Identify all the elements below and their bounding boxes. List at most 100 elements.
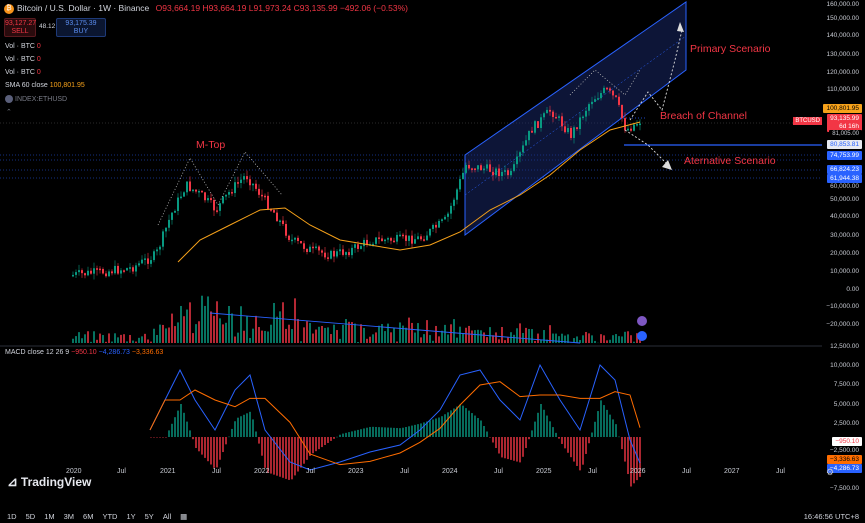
histogram-bar [159,437,161,438]
histogram-bar [594,421,596,437]
candle [378,237,380,239]
indicator-eth[interactable]: INDEX:ETHUSD [5,95,67,103]
candle [204,192,206,201]
volume-bar [168,327,170,343]
volume-bar [462,333,464,343]
candle [522,145,524,153]
candle [159,246,161,250]
histogram-bar [633,437,635,484]
volume-bar [309,322,311,343]
volume-bar [585,331,587,343]
candle [138,263,140,266]
indicator-sma[interactable]: SMA 60 close 100,801.95 [5,82,85,89]
histogram-bar [396,428,398,437]
candle [144,258,146,260]
candle [279,220,281,223]
timeframe-ytd[interactable]: YTD [102,512,118,521]
timeframe-1d[interactable]: 1D [7,512,17,521]
volume-bar [456,337,458,343]
timeframe-1y[interactable]: 1Y [126,512,136,521]
candle [552,111,554,117]
volume-bar [630,335,632,343]
histogram-bar [525,437,527,448]
timeframe-5y[interactable]: 5Y [144,512,154,521]
indicator-vol-1[interactable]: Vol · BTC 0 [5,43,41,50]
timeframe-1m[interactable]: 1M [44,512,55,521]
macd-box-3: −3,336.63 [826,455,862,464]
candle [135,265,137,272]
timeframe-6m[interactable]: 6M [83,512,94,521]
candle [351,247,353,256]
histogram-bar [420,423,422,437]
candle [519,152,521,157]
volume-bar [492,335,494,343]
histogram-bar [198,437,200,452]
candle [333,250,335,257]
histogram-bar [432,419,434,437]
tradingview-logo[interactable]: ⊿ TradingView [7,474,92,489]
histogram-bar [561,437,563,444]
candle [348,252,350,256]
candle [246,176,248,180]
candle [597,98,599,100]
candle [504,170,506,172]
histogram-bar [366,427,368,437]
histogram-bar [162,437,164,438]
candle [183,192,185,197]
volume-bar [633,341,635,343]
candle [114,265,116,274]
volume-bar [582,335,584,343]
price-tick: 0.00 [846,286,859,293]
time-tick: 2024 [442,468,458,475]
buy-button[interactable]: 93,175.39 BUY [56,18,106,37]
candle [462,172,464,180]
price-tick: 130,000.00 [826,51,859,58]
date-range-icon[interactable]: ▦ [180,512,188,521]
histogram-bar [345,432,347,437]
histogram-bar [150,437,152,438]
indicator-vol-3[interactable]: Vol · BTC 0 [5,69,41,76]
volume-bar [519,323,521,343]
utc-clock[interactable]: 16:46:56 UTC+8 [803,512,859,521]
volume-bar [534,340,536,343]
candle [111,271,113,274]
histogram-bar [342,433,344,437]
volume-bar [540,339,542,343]
symbol-title[interactable]: Bitcoin / U.S. Dollar · 1W · Binance [17,3,150,13]
collapse-indicators-icon[interactable]: ⌃ [6,109,12,116]
volume-bar [327,327,329,343]
histogram-bar [450,410,452,437]
price-tick: 160,000.00 [826,1,859,8]
histogram-bar [243,414,245,437]
volume-bar [249,338,251,343]
price-tick: 30,000.00 [830,232,859,239]
candle [414,239,416,244]
macd-tick: −2,500.00 [829,447,859,454]
volume-bar [486,337,488,343]
settings-gear-icon[interactable]: ⚙ [826,467,835,477]
candle [387,238,389,240]
histogram-bar [591,432,593,437]
indicator-vol-2[interactable]: Vol · BTC 0 [5,56,41,63]
timeframe-all[interactable]: All [162,512,172,521]
histogram-bar [168,430,170,437]
histogram-bar [519,437,521,463]
histogram-bar [219,437,221,460]
candle [255,183,257,189]
histogram-bar [264,437,266,468]
time-tick: Jul [682,468,691,475]
macd-legend[interactable]: MACD close 12 26 9 −950.10 −4,286.73 −3,… [5,349,164,356]
volume-bar [237,332,239,343]
volume-bar [252,328,254,343]
timeframe-5d[interactable]: 5D [25,512,36,521]
histogram-bar [468,410,470,437]
histogram-bar [171,423,173,437]
timeframe-3m[interactable]: 3M [63,512,75,521]
candle [123,270,125,272]
sell-button[interactable]: 93,127.27 SELL [4,18,37,37]
candle [432,224,434,229]
volume-bar [102,335,104,343]
histogram-bar [447,412,449,437]
volume-bar [441,330,443,343]
